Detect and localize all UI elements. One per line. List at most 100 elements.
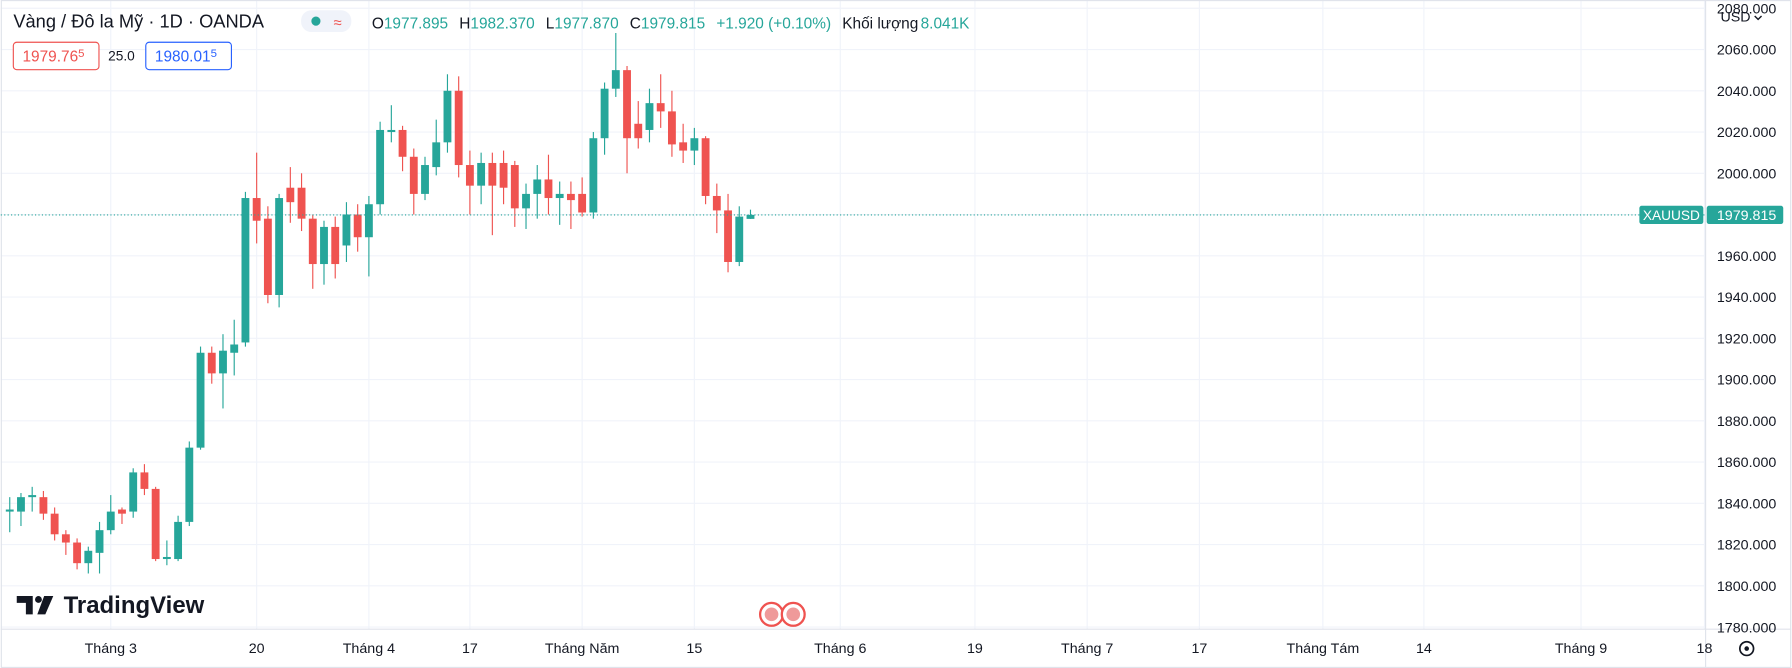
candle-body	[555, 193, 564, 199]
candle-body	[61, 534, 70, 543]
event-flag	[764, 607, 779, 622]
candle-body	[735, 216, 744, 262]
candle-body	[724, 210, 732, 262]
candle-body	[320, 226, 328, 265]
settings-icon-center	[1744, 646, 1749, 651]
settings-icon[interactable]	[1738, 640, 1755, 657]
x-tick-label: Tháng 6	[814, 641, 866, 657]
y-tick-label: 1920.000	[1717, 331, 1777, 347]
o-value: 1977.895	[384, 16, 448, 33]
candle-body	[690, 138, 699, 151]
candle-body	[297, 187, 306, 219]
candles	[5, 33, 755, 574]
last-price-name-box	[1639, 205, 1704, 225]
candle-body	[712, 195, 721, 211]
candle-body	[533, 179, 542, 194]
candle-body	[39, 497, 48, 514]
candle-body	[589, 138, 598, 213]
l-value: 1977.870	[554, 16, 618, 33]
candle-body	[353, 214, 362, 238]
candle-body	[701, 138, 710, 196]
logo-part	[37, 596, 54, 615]
y-tick-label: 1940.000	[1717, 290, 1777, 306]
candle-body	[230, 344, 239, 353]
candle-body	[140, 472, 149, 489]
candle-body	[5, 509, 14, 512]
y-tick-label: 1840.000	[1717, 496, 1777, 512]
x-tick-label: 15	[686, 641, 702, 657]
status-icon: ≈	[334, 15, 342, 31]
x-tick-label: Tháng 4	[343, 641, 395, 657]
y-tick-label: 1960.000	[1717, 249, 1777, 265]
x-tick-label: Tháng Năm	[545, 641, 620, 657]
y-tick-label: 1860.000	[1717, 455, 1777, 471]
candle-body	[286, 187, 295, 203]
sell-button[interactable]	[12, 41, 100, 71]
o-label: O	[372, 16, 384, 33]
candle-body	[342, 214, 351, 246]
candle-body	[263, 218, 272, 295]
buy-price: 1980.015	[155, 48, 217, 66]
buy-fraction: 5	[211, 48, 217, 60]
spread: 25.0	[108, 49, 135, 64]
event-flag	[786, 607, 801, 622]
event-icons[interactable]	[758, 601, 806, 627]
candle-body	[196, 352, 205, 448]
candle-body	[95, 530, 104, 553]
currency[interactable]: USD	[1720, 10, 1750, 26]
candle-body	[174, 521, 183, 560]
candle-body	[219, 350, 227, 374]
candle-body	[578, 193, 587, 213]
sell-price: 1979.765	[22, 48, 84, 66]
candle-body	[454, 90, 463, 166]
y-tick-label: 2060.000	[1717, 43, 1777, 59]
candle-body	[207, 352, 216, 374]
status-pill[interactable]	[301, 10, 352, 32]
candle-body	[50, 513, 59, 535]
y-tick-label: 2040.000	[1717, 84, 1777, 100]
sell-fraction: 5	[78, 48, 84, 60]
candle-body	[600, 88, 609, 139]
candle-body	[522, 193, 530, 209]
symbol: Vàng / Đô la Mỹ · 1D · OANDA	[13, 10, 265, 31]
candle-body	[465, 165, 474, 186]
candle-body	[611, 70, 620, 89]
y-tick-label: 2080.000	[1717, 1, 1777, 17]
change: +1.920 (+0.10%)	[716, 16, 831, 33]
candle-body	[510, 165, 519, 209]
candle-body	[623, 70, 631, 139]
candle-body	[645, 103, 654, 130]
x-tick-label: 17	[462, 641, 478, 657]
candle-body	[398, 129, 407, 157]
last-price-name: XAUUSD	[1643, 208, 1700, 223]
candle-body	[331, 226, 340, 265]
candle-body	[679, 142, 688, 151]
last-price-box	[1706, 205, 1784, 225]
logo-part	[16, 596, 33, 615]
candle-body	[566, 193, 575, 201]
sell-main: 1979.76	[22, 49, 78, 66]
candle-body	[308, 218, 317, 265]
y-tick-label: 2020.000	[1717, 125, 1777, 141]
candle-body	[376, 129, 385, 205]
h-label: H	[459, 16, 470, 33]
c-label: C	[630, 16, 641, 33]
c-value: 1979.815	[641, 16, 705, 33]
h-value: 1982.370	[470, 16, 534, 33]
candle-body	[443, 90, 452, 143]
candle-body	[17, 497, 25, 512]
currency-caret	[1754, 15, 1763, 21]
buy-button[interactable]	[145, 41, 232, 71]
x-tick-label: Tháng 3	[85, 641, 137, 657]
market-open-dot	[311, 16, 321, 26]
buy-main: 1980.01	[155, 49, 211, 66]
candle-body	[162, 556, 171, 560]
candle-body	[129, 472, 138, 512]
x-tick-label: Tháng 9	[1555, 641, 1607, 657]
brand: TradingView	[64, 592, 205, 619]
candle-body	[118, 509, 126, 514]
candle-body	[409, 156, 418, 194]
